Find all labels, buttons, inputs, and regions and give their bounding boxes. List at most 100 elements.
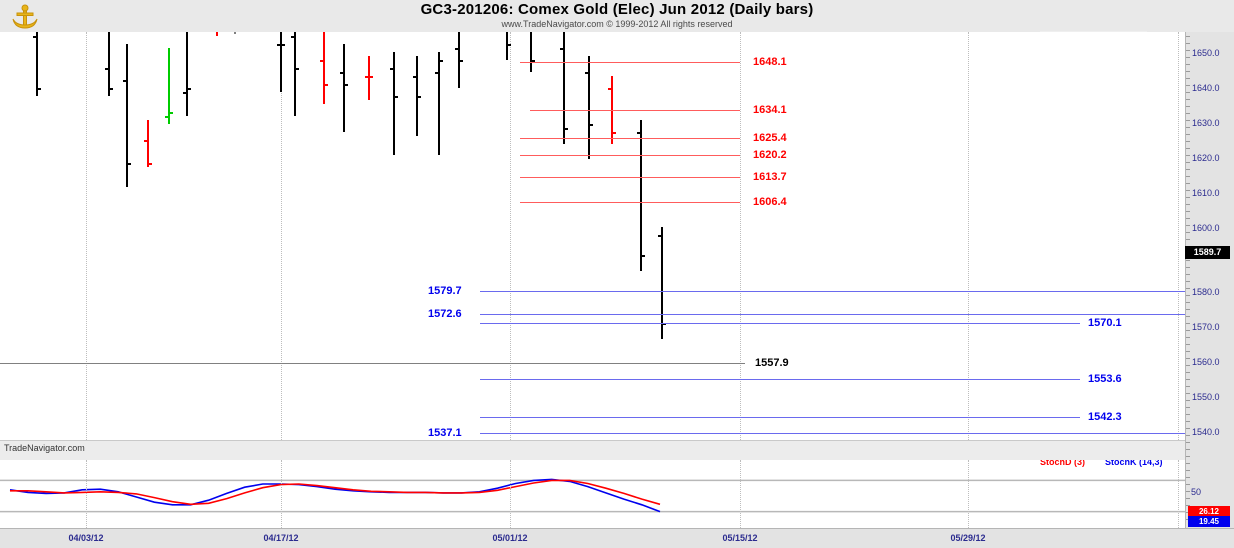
price-axis-minor-tick	[1186, 113, 1190, 114]
price-axis-tick: 1540.0	[1192, 427, 1220, 437]
ohlc-close-tick	[295, 67, 299, 70]
current-price-marker: 1589.7	[1185, 246, 1230, 259]
price-axis-tick: 1630.0	[1192, 118, 1220, 128]
price-axis-minor-tick	[1186, 400, 1190, 401]
price-axis-minor-tick	[1186, 106, 1190, 107]
ohlc-stem	[186, 32, 188, 116]
price-axis-minor-tick	[1186, 288, 1190, 289]
price-axis-minor-tick	[1186, 491, 1190, 492]
price-axis-minor-tick	[1186, 148, 1190, 149]
ohlc-open-tick	[365, 75, 369, 78]
resistance-level-label: 1648.1	[753, 56, 787, 68]
ohlc-close-tick	[439, 59, 443, 62]
price-axis-minor-tick	[1186, 85, 1190, 86]
price-axis-minor-tick	[1186, 64, 1190, 65]
price-axis-minor-tick	[1186, 50, 1190, 51]
watermark-band	[0, 440, 1185, 462]
price-axis[interactable]: 1650.0 1640.0 1630.0 1620.0 1610.0 1600.0 1580…	[1185, 32, 1234, 528]
ohlc-stem	[506, 32, 508, 60]
ohlc-open-tick	[435, 71, 439, 74]
support-level-line[interactable]	[480, 433, 1185, 434]
price-axis-minor-tick	[1186, 134, 1190, 135]
price-axis-minor-tick	[1186, 57, 1190, 58]
price-axis-minor-tick	[1186, 386, 1190, 387]
price-axis-minor-tick	[1186, 393, 1190, 394]
price-axis-minor-tick	[1186, 316, 1190, 317]
support-level-line[interactable]	[480, 379, 1080, 380]
anchor-logo-icon	[12, 4, 38, 29]
support-level-line[interactable]	[480, 291, 1185, 292]
date-axis[interactable]: 04/03/12 04/17/12 05/01/12 05/15/12 05/29/12	[0, 528, 1234, 548]
price-axis-tick: 1610.0	[1192, 188, 1220, 198]
ohlc-stem	[611, 75, 613, 144]
stochd-value-tag: 26.12	[1188, 506, 1230, 517]
stochastic-indicator-pane[interactable]: StochD (3) StochK (14,3)	[0, 460, 1185, 528]
support-level-line[interactable]	[480, 417, 1080, 418]
price-axis-minor-tick	[1186, 43, 1190, 44]
price-axis-minor-tick	[1186, 155, 1190, 156]
ohlc-stem	[280, 32, 282, 92]
ohlc-close-tick	[281, 43, 285, 46]
price-axis-minor-tick	[1186, 78, 1190, 79]
ohlc-open-tick	[123, 79, 127, 82]
price-axis-minor-tick	[1186, 463, 1190, 464]
ohlc-stem	[438, 51, 440, 156]
support-level-line[interactable]	[480, 314, 1185, 315]
price-axis-minor-tick	[1186, 505, 1190, 506]
ohlc-close-tick	[37, 87, 41, 90]
resistance-level-line[interactable]	[520, 202, 740, 203]
price-axis-minor-tick	[1186, 456, 1190, 457]
ohlc-open-tick	[390, 67, 394, 70]
ohlc-close-tick	[127, 163, 131, 166]
support-level-line[interactable]	[480, 323, 1080, 324]
ohlc-open-tick	[637, 131, 641, 134]
ohlc-close-tick	[324, 83, 328, 86]
ohlc-stem	[108, 32, 110, 96]
ohlc-stem	[661, 227, 663, 339]
price-axis-tick: 1650.0	[1192, 48, 1220, 58]
price-axis-minor-tick	[1186, 358, 1190, 359]
price-axis-tick: 1620.0	[1192, 153, 1220, 163]
price-axis-minor-tick	[1186, 141, 1190, 142]
ohlc-close-tick	[344, 83, 348, 86]
ohlc-stem	[147, 119, 149, 168]
ohlc-stem	[563, 32, 565, 144]
price-axis-minor-tick	[1186, 407, 1190, 408]
price-gridline-4	[968, 32, 970, 444]
legend-stochk[interactable]: StochK (14,3)	[1105, 460, 1163, 467]
price-chart-pane[interactable]: 1648.1 1634.1 1625.4 1620.2 1613.7 1606.4 1579…	[0, 32, 1185, 444]
support-level-label: 1553.6	[1088, 373, 1122, 385]
resistance-level-label: 1634.1	[753, 104, 787, 116]
resistance-level-line[interactable]	[520, 177, 740, 178]
price-axis-minor-tick	[1186, 281, 1190, 282]
price-axis-tick: 1560.0	[1192, 357, 1220, 367]
price-axis-minor-tick	[1186, 232, 1190, 233]
ohlc-close-tick	[507, 43, 511, 46]
price-axis-minor-tick	[1186, 323, 1190, 324]
resistance-level-line[interactable]	[530, 110, 740, 111]
price-axis-minor-tick	[1186, 127, 1190, 128]
resistance-level-line[interactable]	[520, 155, 740, 156]
indicator-gridline-4	[968, 460, 970, 528]
ohlc-stem	[323, 32, 325, 104]
price-axis-minor-tick	[1186, 351, 1190, 352]
indicator-gridline-2	[510, 460, 512, 528]
price-axis-minor-tick	[1186, 421, 1190, 422]
pivot-level-line[interactable]	[0, 363, 745, 364]
ohlc-close-tick	[589, 123, 593, 126]
price-axis-minor-tick	[1186, 197, 1190, 198]
resistance-level-line[interactable]	[520, 62, 740, 63]
price-axis-minor-tick	[1186, 190, 1190, 191]
ohlc-open-tick	[320, 59, 324, 62]
price-axis-minor-tick	[1186, 267, 1190, 268]
price-axis-minor-tick	[1186, 176, 1190, 177]
price-axis-minor-tick	[1186, 302, 1190, 303]
date-axis-tick: 04/17/12	[263, 533, 299, 543]
ohlc-close-tick	[369, 75, 373, 78]
ohlc-close-tick	[564, 127, 568, 130]
price-axis-tick: 1580.0	[1192, 287, 1220, 297]
resistance-level-label: 1625.4	[753, 132, 787, 144]
resistance-level-line[interactable]	[520, 138, 740, 139]
legend-stochd[interactable]: StochD (3)	[1040, 460, 1085, 467]
ohlc-close-tick	[417, 95, 421, 98]
